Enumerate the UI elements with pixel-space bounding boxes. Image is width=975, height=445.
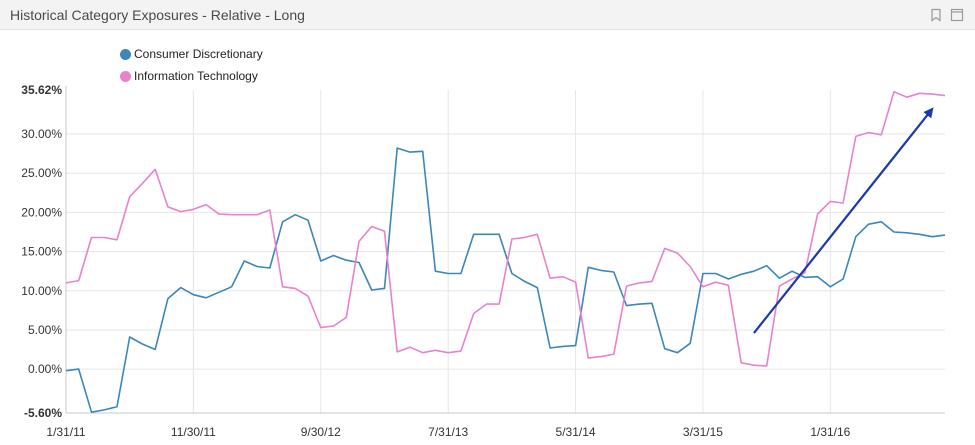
y-tick-label: 10.00% (21, 284, 62, 298)
x-tick-label: 5/31/14 (556, 425, 596, 439)
y-tick-label: 35.62% (21, 83, 62, 97)
y-tick-label: 20.00% (21, 205, 62, 219)
legend-item-consumer-discretionary[interactable]: Consumer Discretionary (120, 43, 263, 65)
x-tick-label: 1/31/11 (46, 425, 85, 439)
x-tick-label: 7/31/13 (428, 425, 468, 439)
chart-legend: Consumer Discretionary Information Techn… (120, 43, 263, 87)
y-tick-label: -5.60% (24, 406, 62, 420)
legend-label-information-technology: Information Technology (134, 69, 258, 83)
x-tick-label: 9/30/12 (301, 425, 341, 439)
maximize-icon[interactable] (950, 8, 964, 22)
x-tick-label: 11/30/11 (171, 425, 216, 439)
trend-arrow (753, 107, 934, 334)
panel-title: Historical Category Exposures - Relative… (10, 7, 305, 23)
y-tick-label: 15.00% (21, 245, 62, 259)
bookmark-icon[interactable] (929, 8, 943, 22)
series-line-consumer-discretionary (65, 147, 946, 414)
x-tick-label: 1/31/16 (810, 425, 850, 439)
legend-item-information-technology[interactable]: Information Technology (120, 65, 263, 87)
y-tick-label: 0.00% (28, 362, 62, 376)
axes: 35.62% 30.00% 25.00% 20.00% 15.00% 10.00% 5.00… (21, 83, 945, 439)
legend-marker-consumer-discretionary (120, 48, 131, 60)
annotations (753, 107, 934, 334)
y-tick-label: 30.00% (21, 127, 62, 141)
panel-header: Historical Category Exposures - Relative… (0, 0, 975, 30)
series-line-information-technology (65, 90, 946, 367)
y-tick-label: 25.00% (21, 166, 62, 180)
legend-label-consumer-discretionary: Consumer Discretionary (134, 47, 263, 61)
legend-marker-information-technology (120, 70, 131, 82)
y-tick-label: 5.00% (28, 323, 62, 337)
grid-lines (65, 90, 945, 413)
x-tick-label: 3/31/15 (683, 425, 723, 439)
